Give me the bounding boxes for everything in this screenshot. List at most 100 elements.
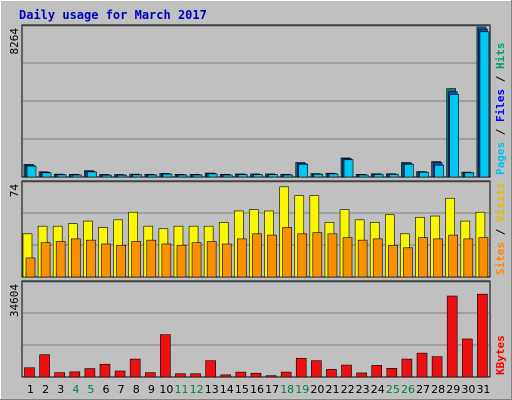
bar-hits-files-pages-pages-29 — [449, 94, 460, 178]
max-label-visits-sites: 74 — [8, 184, 21, 198]
bar-hits-files-pages-pages-5 — [87, 171, 97, 178]
bar-hits-files-pages-pages-19 — [298, 163, 309, 178]
bar-kbytes-kbytes-5 — [84, 368, 96, 378]
bar-visits-sites-sites-28 — [433, 238, 443, 278]
bar-visits-sites-sites-20 — [312, 232, 323, 278]
day-label-8: 8 — [133, 383, 140, 396]
bar-visits-sites-sites-27 — [418, 237, 428, 278]
bar-hits-files-pages-pages-16 — [253, 174, 263, 178]
legend-entry-hits-files-pages-2: Files — [494, 89, 507, 122]
bar-kbytes-kbytes-4 — [69, 371, 81, 378]
bar-hits-files-pages-pages-31 — [479, 31, 490, 178]
bar-hits-files-pages-pages-17 — [268, 174, 278, 178]
bar-kbytes-kbytes-26 — [401, 358, 413, 378]
day-label-7: 7 — [118, 383, 125, 396]
day-label-4: 4 — [72, 383, 79, 396]
bar-hits-files-pages-pages-11 — [177, 174, 188, 178]
bar-visits-sites-sites-3 — [55, 241, 66, 278]
bar-kbytes-kbytes-8 — [129, 358, 141, 378]
bar-visits-sites-sites-21 — [327, 233, 338, 278]
bar-visits-sites-sites-2 — [40, 242, 51, 278]
bar-visits-sites-sites-18 — [282, 227, 292, 278]
legend-entry-hits-files-pages-1: / — [494, 122, 507, 142]
legend-entry-hits-files-pages-0: Pages — [494, 142, 507, 175]
bar-hits-files-pages-pages-14 — [222, 174, 233, 178]
bar-visits-sites-sites-29 — [448, 234, 459, 278]
bar-hits-files-pages-pages-25 — [389, 174, 399, 178]
bar-hits-files-pages-pages-7 — [117, 174, 127, 178]
legend-entry-visits-sites-2: Visits — [494, 182, 507, 222]
day-label-9: 9 — [148, 383, 155, 396]
bar-visits-sites-sites-14 — [221, 243, 232, 278]
bar-kbytes-kbytes-17 — [265, 375, 277, 378]
bar-hits-files-pages-pages-27 — [419, 171, 429, 178]
bar-kbytes-kbytes-29 — [446, 295, 458, 378]
bar-visits-sites-sites-10 — [161, 243, 172, 278]
bar-hits-files-pages-pages-2 — [41, 172, 52, 178]
day-label-15: 15 — [235, 383, 249, 396]
bar-visits-sites-sites-7 — [116, 244, 126, 278]
bar-hits-files-pages-pages-20 — [313, 173, 324, 178]
bar-kbytes-kbytes-14 — [220, 374, 232, 378]
bar-kbytes-kbytes-3 — [54, 372, 65, 378]
day-label-21: 21 — [325, 383, 339, 396]
chart-title: Daily usage for March 2017 — [19, 8, 207, 22]
bar-hits-files-pages-pages-1 — [26, 165, 37, 178]
bar-hits-files-pages-pages-3 — [56, 174, 67, 178]
bar-kbytes-kbytes-15 — [235, 371, 247, 378]
bar-kbytes-kbytes-13 — [205, 360, 216, 378]
bar-kbytes-kbytes-27 — [416, 352, 428, 378]
bar-kbytes-kbytes-28 — [431, 356, 443, 378]
bar-kbytes-kbytes-7 — [114, 370, 126, 378]
bar-hits-files-pages-pages-23 — [358, 174, 369, 178]
bar-kbytes-kbytes-12 — [190, 373, 201, 378]
legend-entry-visits-sites-0: Sites — [494, 242, 507, 275]
day-label-3: 3 — [57, 383, 64, 396]
bar-kbytes-kbytes-10 — [160, 334, 171, 378]
day-label-23: 23 — [356, 383, 370, 396]
bar-kbytes-kbytes-18 — [280, 371, 292, 378]
bar-hits-files-pages-pages-24 — [373, 174, 384, 178]
day-label-19: 19 — [295, 383, 309, 396]
bar-kbytes-kbytes-24 — [371, 365, 383, 378]
day-label-1: 1 — [27, 383, 34, 396]
bar-visits-sites-sites-24 — [372, 238, 383, 278]
day-label-6: 6 — [103, 383, 110, 396]
legend-entry-hits-files-pages-4: Hits — [494, 43, 507, 70]
bar-kbytes-kbytes-6 — [99, 363, 111, 378]
legend-visits-sites: Sites / Visits — [494, 182, 507, 275]
max-label-kbytes: 34604 — [8, 284, 21, 317]
bar-kbytes-kbytes-31 — [477, 293, 488, 378]
bar-hits-files-pages-pages-21 — [328, 173, 339, 178]
day-label-30: 30 — [461, 383, 475, 396]
bar-kbytes-kbytes-22 — [341, 364, 352, 378]
bar-hits-files-pages-pages-8 — [132, 174, 142, 178]
bar-hits-files-pages-pages-15 — [238, 174, 248, 178]
bar-hits-files-pages-pages-13 — [207, 173, 218, 178]
day-label-20: 20 — [310, 383, 324, 396]
day-label-22: 22 — [341, 383, 355, 396]
bar-hits-files-pages-pages-12 — [192, 174, 203, 178]
day-label-16: 16 — [250, 383, 264, 396]
bar-visits-sites-sites-13 — [206, 241, 217, 278]
bar-visits-sites-sites-15 — [237, 238, 247, 278]
bar-visits-sites-sites-23 — [357, 239, 368, 278]
bar-visits-sites-sites-25 — [388, 244, 398, 278]
bar-visits-sites-sites-9 — [146, 239, 157, 278]
bar-visits-sites-sites-12 — [191, 242, 202, 278]
bar-hits-files-pages-pages-18 — [283, 174, 293, 178]
bar-kbytes-kbytes-23 — [356, 372, 367, 378]
bar-hits-files-pages-pages-4 — [71, 174, 82, 178]
legend-entry-hits-files-pages-3: / — [494, 69, 507, 89]
bar-visits-sites-sites-11 — [176, 244, 187, 278]
bar-hits-files-pages-pages-22 — [343, 159, 354, 178]
bar-hits-files-pages-pages-10 — [162, 173, 173, 178]
day-label-13: 13 — [205, 383, 219, 396]
bar-hits-files-pages-pages-6 — [102, 174, 112, 178]
day-label-18: 18 — [280, 383, 294, 396]
bar-kbytes-kbytes-20 — [311, 360, 322, 378]
bar-kbytes-kbytes-2 — [39, 354, 50, 378]
bar-visits-sites-sites-5 — [86, 239, 96, 278]
